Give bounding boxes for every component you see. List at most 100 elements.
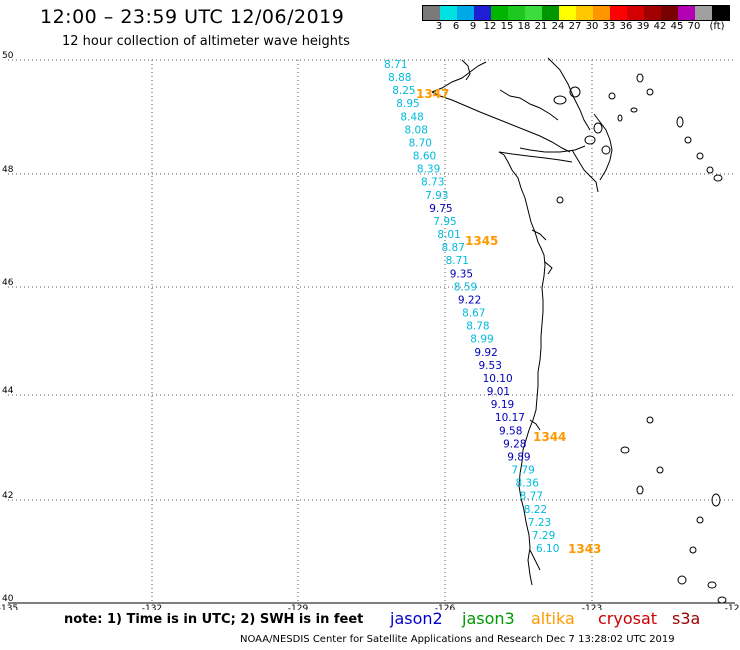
color-scale-labels: 3 6 9 12 15 18 21 24 27 30 33 36 39 42 45 70 (ft) xyxy=(422,21,740,33)
wave-height-label: 8.95 xyxy=(396,98,419,110)
coastline-segment xyxy=(499,89,559,121)
lon-label: -123 xyxy=(582,604,602,610)
lat-label: 50 xyxy=(2,51,14,61)
island xyxy=(584,135,596,145)
lat-lon-grid xyxy=(8,59,735,604)
wave-height-track: 8.718.888.258.958.488.088.708.608.398.73… xyxy=(384,59,559,555)
color-scale-label: 24 xyxy=(551,21,565,32)
wave-height-label: 8.59 xyxy=(454,281,477,293)
lon-label: -132 xyxy=(142,604,162,610)
lat-label: 44 xyxy=(2,386,14,396)
wave-height-label: 9.01 xyxy=(487,386,510,398)
color-scale-label: 30 xyxy=(585,21,599,32)
coastline-segment xyxy=(593,113,613,181)
wave-height-label: 9.92 xyxy=(474,347,497,359)
coastline-segment xyxy=(431,91,571,153)
wave-height-label: 7.95 xyxy=(433,216,456,228)
wave-height-label: 8.01 xyxy=(437,229,460,241)
coastline-segment xyxy=(498,151,546,586)
wave-height-label: 9.53 xyxy=(479,360,502,372)
wave-height-label: 8.71 xyxy=(384,59,407,71)
wave-height-label: 7.29 xyxy=(532,530,555,542)
color-swatch xyxy=(695,6,712,20)
island xyxy=(676,116,684,128)
satellite-legend-cryosat: cryosat xyxy=(598,609,658,628)
track-time-label: 1344 xyxy=(533,430,566,444)
coastline-segment xyxy=(529,419,541,431)
wave-height-label: 10.17 xyxy=(495,412,525,424)
color-scale-label: 70 xyxy=(687,21,701,32)
color-swatch xyxy=(593,6,610,20)
color-scale-label: 36 xyxy=(619,21,633,32)
coastline-segment xyxy=(571,149,599,193)
lat-label: 48 xyxy=(2,165,14,175)
island xyxy=(713,174,723,182)
coastline-segment xyxy=(547,57,591,131)
color-swatch xyxy=(559,6,576,20)
island xyxy=(556,196,564,204)
satellite-legend-s3a: s3a xyxy=(672,609,701,628)
satellite-legend-jason3: jason3 xyxy=(462,609,515,628)
island xyxy=(636,73,644,83)
color-scale-label: 39 xyxy=(636,21,650,32)
island xyxy=(684,136,692,144)
satellite-legend-jason2: jason2 xyxy=(390,609,443,628)
color-scale-label: 12 xyxy=(483,21,497,32)
color-scale-label: (ft) xyxy=(709,21,725,32)
footer: note: 1) Time is in UTC; 2) SWH is in fe… xyxy=(0,609,740,650)
island xyxy=(646,88,654,96)
island xyxy=(707,581,717,589)
island xyxy=(569,86,581,98)
color-scale-label: 33 xyxy=(602,21,616,32)
wave-height-label: 8.88 xyxy=(388,72,411,84)
island xyxy=(630,107,638,113)
lon-label: -135 xyxy=(0,604,18,610)
color-scale-label: 3 xyxy=(435,21,443,32)
wave-height-label: 8.73 xyxy=(421,177,444,189)
map-title: 12:00 – 23:59 UTC 12/06/2019 xyxy=(40,6,345,28)
color-scale-label: 21 xyxy=(534,21,548,32)
island xyxy=(677,575,687,585)
wave-height-label: 8.67 xyxy=(462,308,485,320)
island xyxy=(620,446,630,454)
wave-height-label: 7.79 xyxy=(511,465,534,477)
credit-line: NOAA/NESDIS Center for Satellite Applica… xyxy=(240,634,675,645)
coastline-segment xyxy=(529,549,541,571)
island xyxy=(689,546,697,554)
wave-height-label: 6.10 xyxy=(536,543,559,555)
lon-label: -129 xyxy=(288,604,309,610)
wave-height-label: 8.87 xyxy=(442,242,465,254)
color-scale-label: 45 xyxy=(670,21,684,32)
coastline-segment xyxy=(498,151,573,163)
island xyxy=(608,92,616,100)
lat-label: 42 xyxy=(2,491,13,501)
axis-labels: 50 48 46 44 42 40-135 -132 -129 -126 -123 -120 xyxy=(0,51,740,610)
color-swatch xyxy=(491,6,508,20)
map-subtitle: 12 hour collection of altimeter wave hei… xyxy=(62,34,350,49)
island xyxy=(593,122,603,134)
wave-height-label: 9.35 xyxy=(450,268,473,280)
footer-note: note: 1) Time is in UTC; 2) SWH is in fe… xyxy=(64,612,364,627)
color-swatch xyxy=(661,6,678,20)
coastline-segment xyxy=(519,145,586,153)
wave-height-label: 8.78 xyxy=(466,321,489,333)
color-scale-label: 15 xyxy=(500,21,514,32)
wave-height-label: 8.39 xyxy=(417,164,440,176)
lon-label: -120 xyxy=(725,604,740,610)
wave-height-label: 8.70 xyxy=(409,138,432,150)
wave-height-label: 8.25 xyxy=(392,85,415,97)
wave-height-label: 9.19 xyxy=(491,399,514,411)
island xyxy=(553,95,567,105)
lon-label: -126 xyxy=(435,604,456,610)
color-swatch xyxy=(457,6,474,20)
color-swatch xyxy=(423,6,440,20)
island xyxy=(617,114,623,122)
track-time-labels: 1347 1345 1344 1343 xyxy=(416,87,601,556)
wave-height-label: 8.60 xyxy=(413,151,436,163)
island xyxy=(636,485,644,495)
wave-height-label: 9.28 xyxy=(503,438,526,450)
wave-height-label: 8.36 xyxy=(516,478,540,490)
color-swatch xyxy=(576,6,593,20)
wave-height-label: 9.75 xyxy=(429,203,452,215)
wave-height-label: 8.48 xyxy=(400,111,423,123)
